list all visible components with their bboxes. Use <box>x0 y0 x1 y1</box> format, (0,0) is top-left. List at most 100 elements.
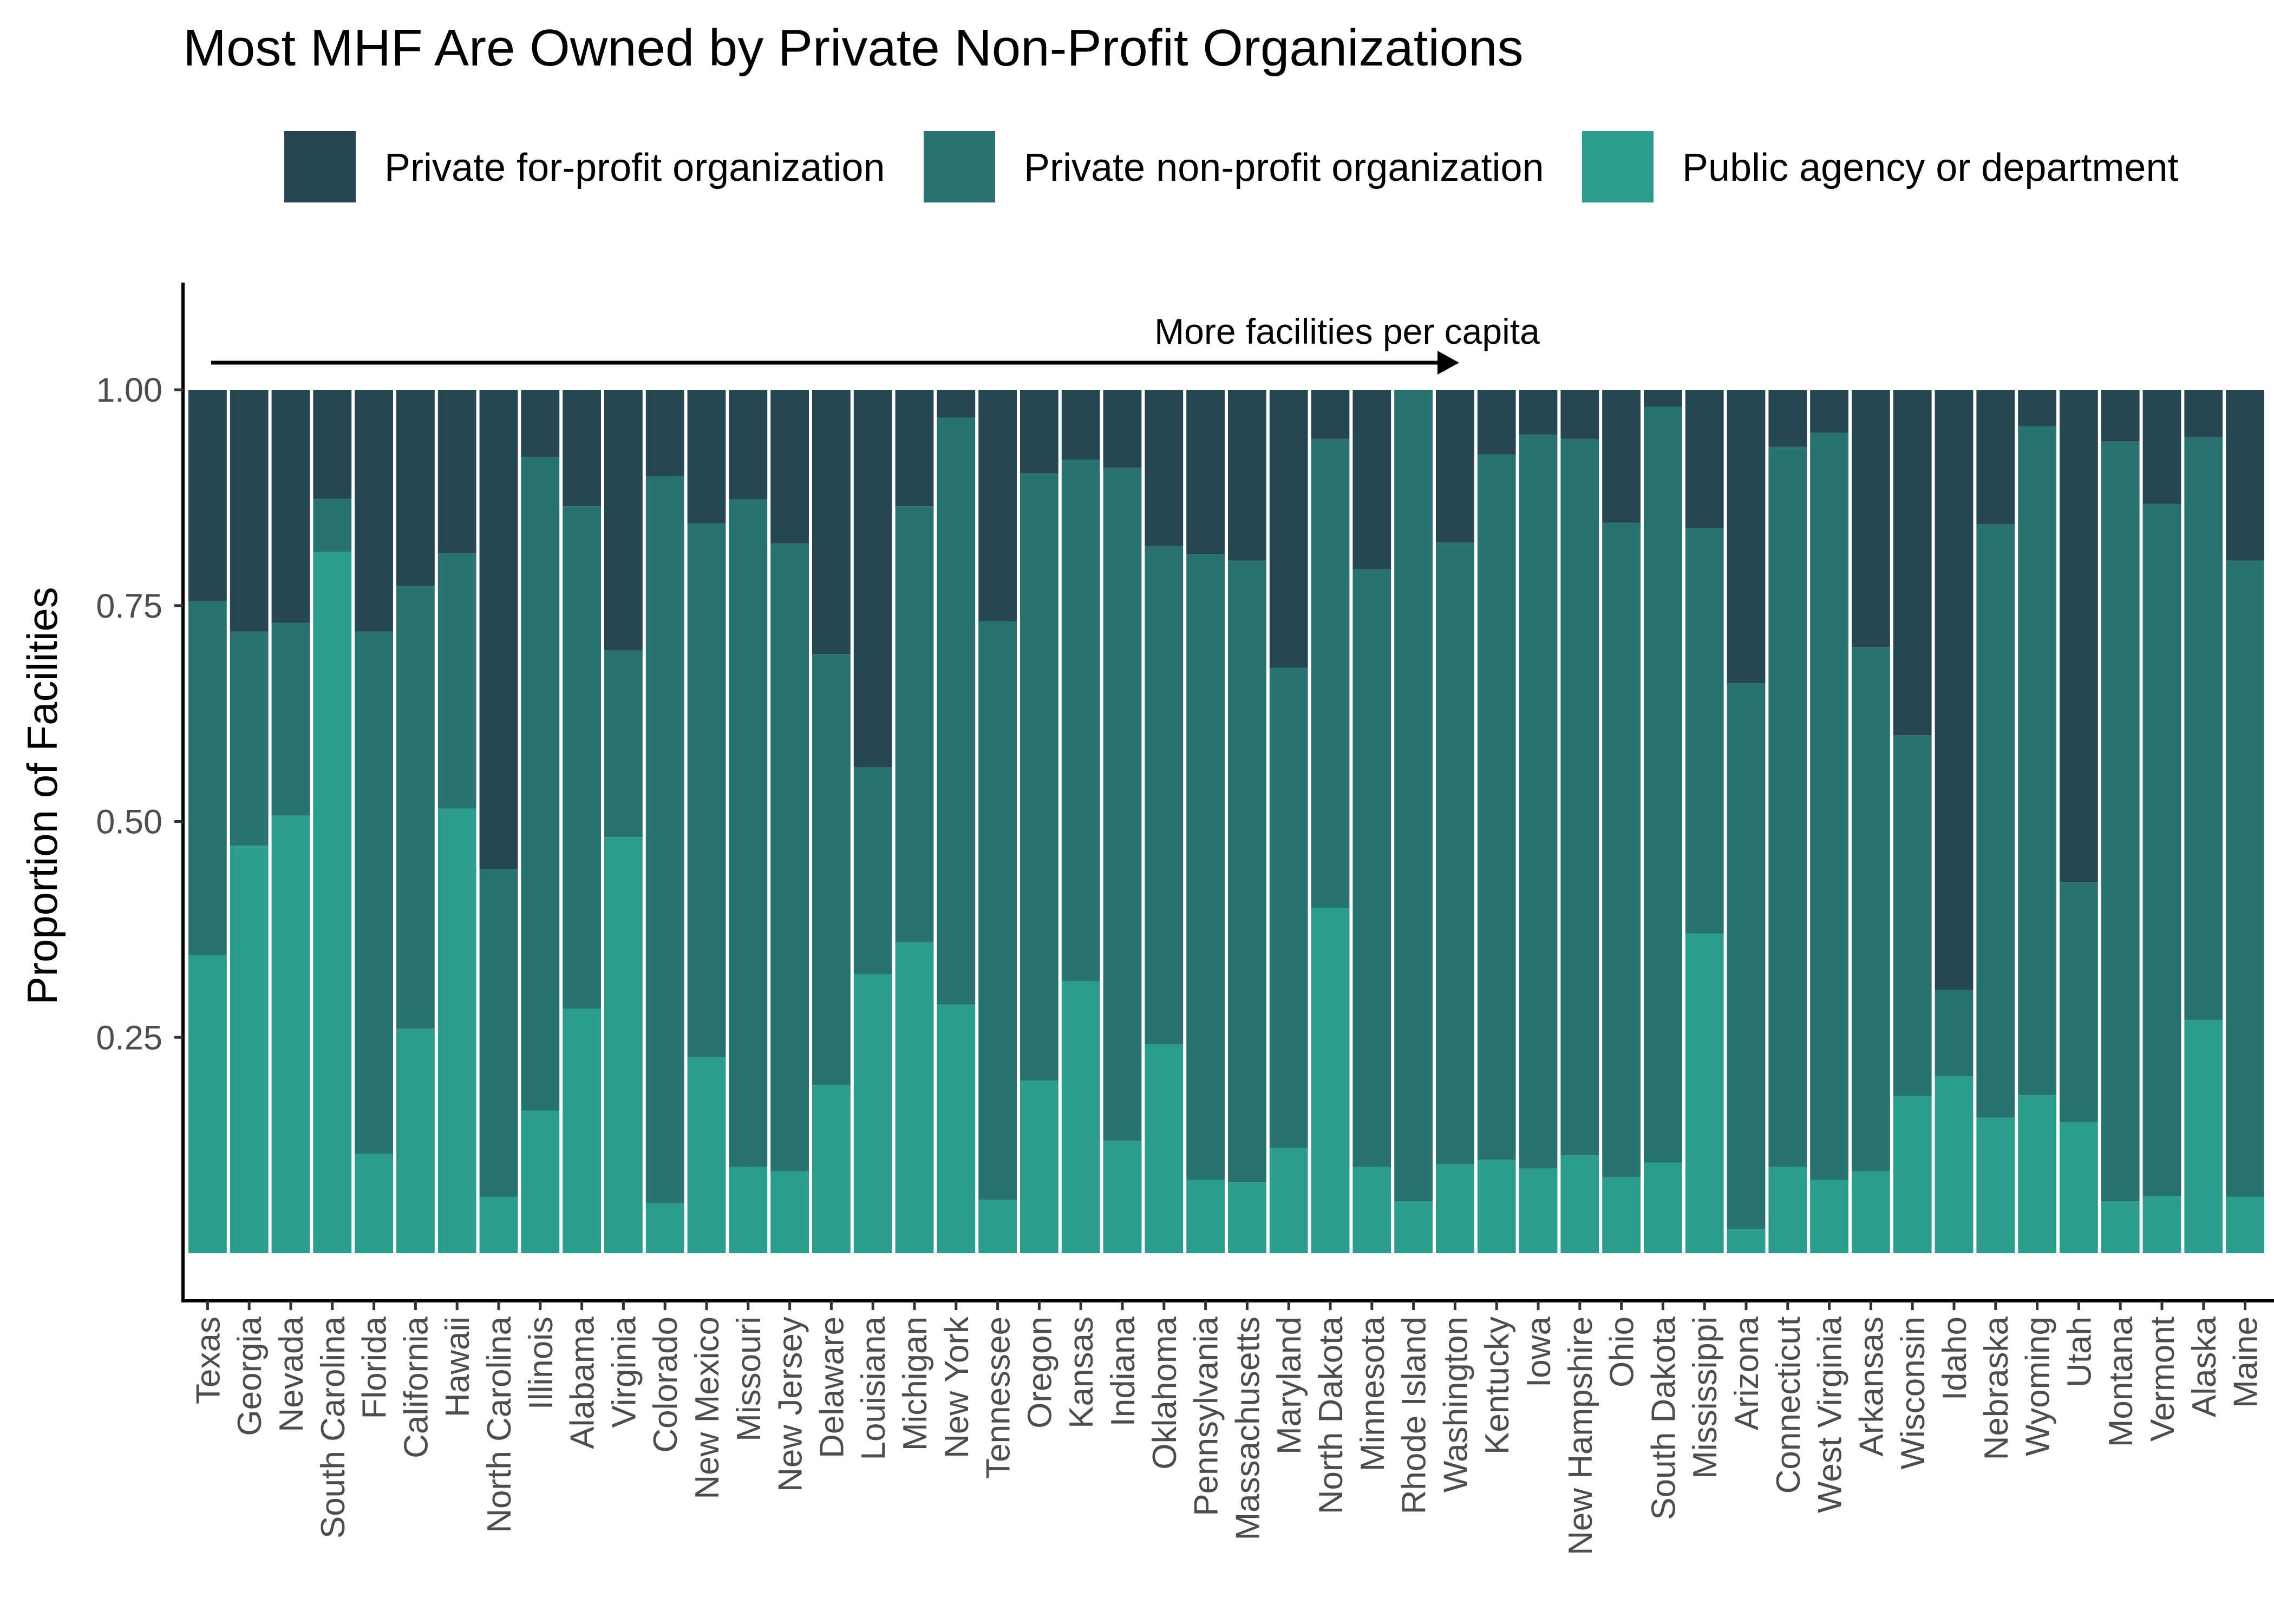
x-tick-label-wyoming: Wyoming <box>2020 1317 2057 1456</box>
x-tick-label-illinois: Illinois <box>522 1317 560 1410</box>
x-tick-label-north-dakota: North Dakota <box>1312 1316 1350 1514</box>
x-tick-label-delaware: Delaware <box>813 1317 851 1458</box>
bar-texas-public-agency-or-department <box>188 955 227 1253</box>
x-tick-label-kansas: Kansas <box>1063 1317 1100 1429</box>
bar-iowa-private-for-profit-organization <box>1519 390 1558 435</box>
bar-north-dakota-private-for-profit-organization <box>1311 390 1350 439</box>
bar-arizona-public-agency-or-department <box>1727 1229 1766 1253</box>
bar-alaska-private-for-profit-organization <box>2184 390 2223 437</box>
bar-kansas-public-agency-or-department <box>1061 981 1100 1253</box>
bar-california-private-non-profit-organization <box>396 586 435 1029</box>
x-tick-label-tennessee: Tennessee <box>980 1317 1017 1479</box>
bar-arkansas-private-for-profit-organization <box>1852 390 1890 647</box>
x-tick-label-colorado: Colorado <box>647 1317 684 1453</box>
x-tick-label-south-dakota: South Dakota <box>1645 1316 1682 1520</box>
bar-california-public-agency-or-department <box>396 1029 435 1253</box>
bar-mississippi-private-for-profit-organization <box>1685 390 1724 528</box>
bar-nebraska-private-non-profit-organization <box>1976 524 2015 1118</box>
bar-south-carolina-private-non-profit-organization <box>313 499 352 552</box>
bar-indiana-private-non-profit-organization <box>1103 467 1142 1141</box>
bar-georgia-private-non-profit-organization <box>230 631 269 846</box>
bar-connecticut-private-for-profit-organization <box>1768 390 1807 447</box>
bar-new-hampshire-private-for-profit-organization <box>1560 390 1599 439</box>
bar-kansas-private-for-profit-organization <box>1061 390 1100 460</box>
x-tick-label-utah: Utah <box>2061 1317 2098 1387</box>
x-tick-label-new-jersey: New Jersey <box>772 1317 809 1492</box>
bar-tennessee-private-for-profit-organization <box>978 390 1017 621</box>
bar-hawaii-public-agency-or-department <box>437 808 476 1253</box>
bar-kentucky-private-non-profit-organization <box>1477 454 1516 1160</box>
x-tick-label-west-virginia: West Virginia <box>1812 1316 1849 1512</box>
bar-washington-private-for-profit-organization <box>1436 390 1474 543</box>
bar-ohio-private-non-profit-organization <box>1602 522 1641 1177</box>
x-tick-label-nebraska: Nebraska <box>1978 1316 2015 1460</box>
bar-wisconsin-private-for-profit-organization <box>1893 390 1932 735</box>
bar-maine-private-non-profit-organization <box>2226 560 2264 1197</box>
bar-nebraska-public-agency-or-department <box>1976 1117 2015 1253</box>
bar-new-york-public-agency-or-department <box>937 1004 976 1253</box>
bar-new-mexico-private-non-profit-organization <box>687 523 726 1057</box>
bar-arizona-private-for-profit-organization <box>1727 390 1766 684</box>
bar-pennsylvania-public-agency-or-department <box>1186 1180 1225 1253</box>
x-tick-label-alaska: Alaska <box>2186 1316 2223 1417</box>
bar-arkansas-private-non-profit-organization <box>1852 647 1890 1171</box>
bar-south-carolina-private-for-profit-organization <box>313 390 352 499</box>
legend-label-for-profit: Private for-profit organization <box>384 146 885 189</box>
bar-wyoming-private-for-profit-organization <box>2018 390 2056 426</box>
chart-title: Most MHF Are Owned by Private Non-Profit… <box>183 19 1524 77</box>
bar-massachusetts-private-for-profit-organization <box>1228 390 1266 561</box>
x-tick-label-washington: Washington <box>1437 1317 1474 1492</box>
x-tick-label-georgia: Georgia <box>231 1316 269 1436</box>
bar-texas-private-non-profit-organization <box>188 601 227 955</box>
bar-oregon-public-agency-or-department <box>1020 1081 1058 1253</box>
legend: Private for-profit organization Private … <box>0 130 2274 206</box>
bar-florida-public-agency-or-department <box>355 1154 393 1253</box>
bar-vermont-private-non-profit-organization <box>2142 503 2181 1196</box>
bar-montana-public-agency-or-department <box>2101 1201 2140 1253</box>
bar-michigan-private-for-profit-organization <box>895 390 934 507</box>
bar-oklahoma-private-non-profit-organization <box>1145 546 1184 1044</box>
bar-delaware-private-non-profit-organization <box>812 654 851 1085</box>
legend-label-public: Public agency or department <box>1682 146 2179 189</box>
bar-maryland-private-for-profit-organization <box>1269 390 1308 668</box>
bar-new-york-private-non-profit-organization <box>937 417 976 1005</box>
bar-indiana-public-agency-or-department <box>1103 1141 1142 1253</box>
bar-florida-private-for-profit-organization <box>355 390 393 632</box>
x-tick-label-texas: Texas <box>190 1317 227 1404</box>
x-tick-label-florida: Florida <box>356 1316 394 1419</box>
bar-virginia-private-non-profit-organization <box>604 650 643 837</box>
bar-colorado-public-agency-or-department <box>645 1203 684 1253</box>
x-tick-label-south-carolina: South Carolina <box>315 1316 352 1538</box>
bar-missouri-public-agency-or-department <box>729 1167 768 1253</box>
bar-new-hampshire-public-agency-or-department <box>1560 1155 1599 1253</box>
bar-nevada-private-non-profit-organization <box>271 623 310 816</box>
x-tick-label-montana: Montana <box>2102 1316 2140 1447</box>
bar-louisiana-private-for-profit-organization <box>853 390 892 767</box>
bar-connecticut-private-non-profit-organization <box>1768 447 1807 1167</box>
bar-louisiana-public-agency-or-department <box>853 974 892 1253</box>
bar-south-dakota-private-for-profit-organization <box>1644 390 1682 407</box>
bar-virginia-private-for-profit-organization <box>604 390 643 651</box>
bar-new-hampshire-private-non-profit-organization <box>1560 438 1599 1156</box>
bar-michigan-private-non-profit-organization <box>895 506 934 942</box>
bar-arizona-private-non-profit-organization <box>1727 683 1766 1229</box>
bar-louisiana-private-non-profit-organization <box>853 767 892 974</box>
x-tick-label-north-carolina: North Carolina <box>481 1316 518 1533</box>
bar-missouri-private-non-profit-organization <box>729 499 768 1167</box>
x-tick-label-idaho: Idaho <box>1936 1317 1974 1400</box>
bar-idaho-private-non-profit-organization <box>1935 990 1974 1076</box>
x-tick-label-nevada: Nevada <box>273 1316 310 1432</box>
x-tick-label-new-mexico: New Mexico <box>689 1317 726 1499</box>
bar-new-york-private-for-profit-organization <box>937 390 976 417</box>
bar-ohio-private-for-profit-organization <box>1602 390 1641 523</box>
bar-maine-private-for-profit-organization <box>2226 390 2264 561</box>
y-ticks-layer: 0.25 0.50 0.75 1.00 <box>96 371 183 1057</box>
bar-tennessee-public-agency-or-department <box>978 1200 1017 1253</box>
bar-rhode-island-private-non-profit-organization <box>1394 390 1433 1202</box>
bar-washington-private-non-profit-organization <box>1436 542 1474 1164</box>
bar-oregon-private-non-profit-organization <box>1020 473 1058 1081</box>
bar-hawaii-private-non-profit-organization <box>437 553 476 809</box>
bar-north-carolina-private-non-profit-organization <box>479 869 518 1197</box>
y-axis-label: Proportion of Facilities <box>18 587 66 1005</box>
bar-illinois-public-agency-or-department <box>521 1110 560 1253</box>
